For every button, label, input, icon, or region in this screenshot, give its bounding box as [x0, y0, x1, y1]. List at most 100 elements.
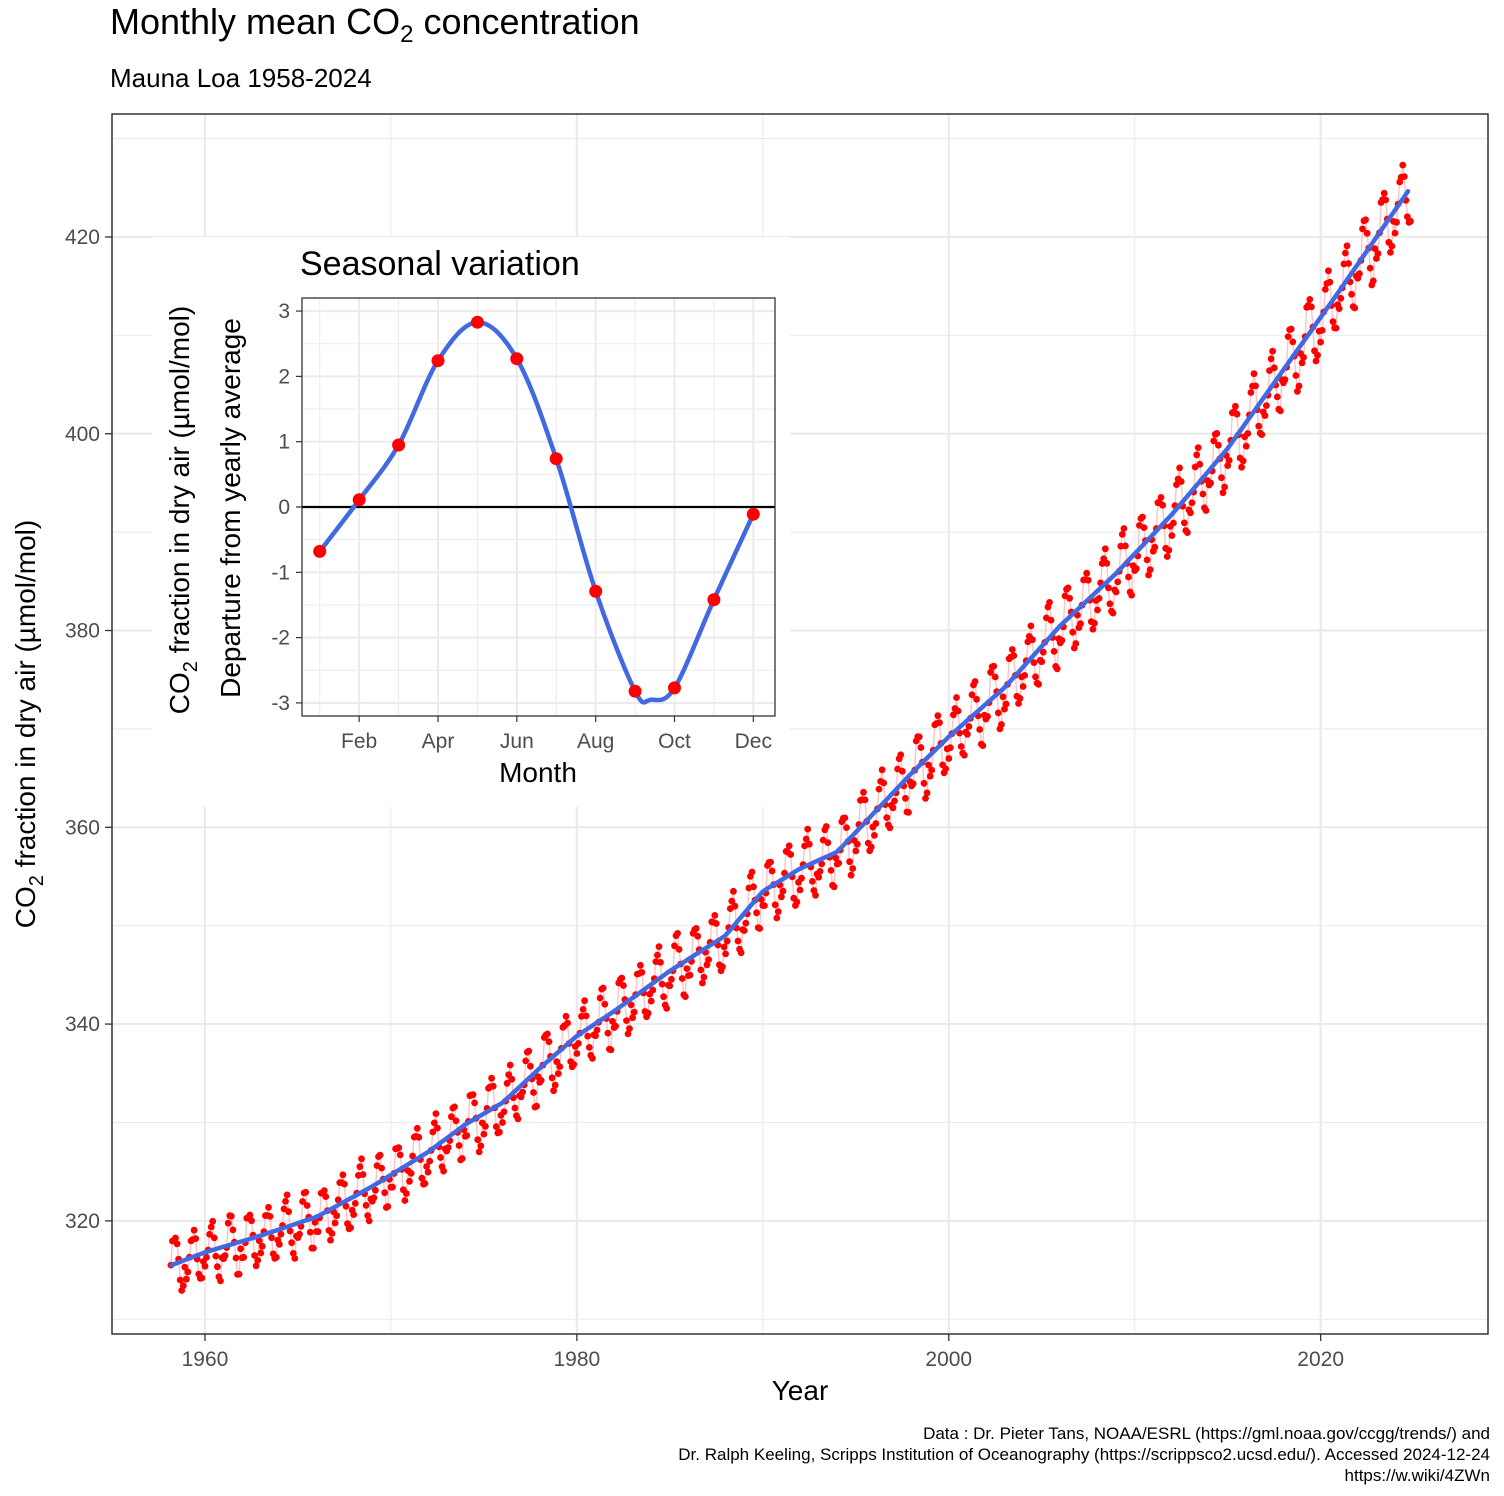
monthly-mean-point	[237, 1245, 245, 1253]
monthly-mean-point	[407, 1169, 415, 1177]
monthly-mean-point	[675, 946, 683, 953]
monthly-mean-point	[1399, 161, 1407, 169]
monthly-mean-point	[1146, 566, 1154, 574]
monthly-mean-point	[1165, 546, 1173, 554]
monthly-mean-point	[861, 796, 869, 804]
monthly-mean-point	[1032, 673, 1039, 681]
monthly-mean-point	[477, 1142, 485, 1150]
monthly-mean-point	[1187, 509, 1194, 517]
monthly-mean-point	[1077, 620, 1084, 628]
monthly-mean-point	[413, 1124, 421, 1132]
monthly-mean-point	[1325, 267, 1332, 275]
monthly-mean-point	[976, 726, 984, 733]
seasonal-point	[313, 544, 327, 558]
monthly-mean-point	[999, 693, 1007, 701]
monthly-mean-point	[1109, 609, 1117, 617]
monthly-mean-point	[1170, 519, 1177, 527]
monthly-mean-point	[172, 1234, 179, 1242]
monthly-mean-point	[432, 1110, 440, 1117]
monthly-mean-point	[609, 1017, 616, 1025]
monthly-mean-point	[283, 1191, 291, 1199]
monthly-mean-point	[638, 969, 646, 976]
monthly-mean-point	[1287, 325, 1295, 333]
monthly-mean-point	[1083, 569, 1091, 577]
monthly-mean-point	[372, 1186, 379, 1194]
monthly-mean-point	[1295, 382, 1303, 390]
monthly-mean-point	[206, 1230, 214, 1238]
monthly-mean-point	[1180, 519, 1188, 527]
monthly-mean-point	[1176, 464, 1183, 472]
monthly-mean-point	[1252, 382, 1259, 390]
monthly-mean-point	[235, 1270, 243, 1278]
monthly-mean-point	[1196, 460, 1204, 468]
monthly-mean-point	[224, 1219, 232, 1227]
monthly-mean-point	[1289, 338, 1297, 346]
monthly-mean-point	[192, 1235, 200, 1242]
monthly-mean-point	[805, 840, 813, 848]
monthly-mean-point	[176, 1276, 184, 1284]
monthly-mean-point	[871, 832, 878, 839]
monthly-mean-point	[440, 1167, 447, 1175]
monthly-mean-point	[1091, 619, 1098, 627]
monthly-mean-point	[511, 1104, 519, 1112]
monthly-mean-point	[327, 1236, 334, 1244]
inset-x-tick-label: Dec	[735, 730, 772, 753]
monthly-mean-point	[660, 993, 667, 1001]
monthly-mean-point	[1168, 532, 1176, 539]
monthly-mean-point	[945, 755, 953, 762]
inset-x-tick-label: Aug	[577, 730, 614, 753]
monthly-mean-point	[365, 1217, 373, 1225]
monthly-mean-point	[1267, 355, 1275, 363]
monthly-mean-point	[723, 937, 731, 945]
monthly-mean-point	[1002, 700, 1010, 708]
monthly-mean-point	[551, 1081, 559, 1089]
monthly-mean-point	[934, 712, 942, 720]
monthly-mean-point	[644, 1009, 652, 1017]
seasonal-point	[352, 493, 366, 507]
monthly-mean-point	[1218, 474, 1225, 482]
monthly-mean-point	[296, 1230, 303, 1238]
monthly-mean-point	[699, 979, 706, 987]
monthly-mean-point	[503, 1079, 511, 1087]
monthly-mean-point	[629, 1014, 636, 1022]
monthly-mean-point	[452, 1117, 460, 1125]
monthly-mean-point	[423, 1163, 430, 1170]
monthly-mean-point	[291, 1255, 299, 1262]
monthly-mean-point	[480, 1130, 488, 1138]
seasonal-inset: Seasonal variation Feb Apr Jun Aug Oct Dec -3…	[152, 237, 790, 807]
monthly-mean-point	[1016, 694, 1024, 702]
y-tick-label: 360	[65, 816, 100, 839]
monthly-mean-point	[258, 1242, 266, 1250]
monthly-mean-point	[815, 873, 822, 881]
seasonal-point	[628, 684, 642, 698]
monthly-mean-point	[1224, 462, 1232, 469]
monthly-mean-point	[722, 950, 729, 958]
monthly-mean-point	[1084, 576, 1092, 584]
monthly-mean-point	[489, 1082, 497, 1090]
main-x-axis: 1960 1980 2000 2020	[182, 1334, 1344, 1371]
monthly-mean-point	[889, 804, 897, 812]
monthly-mean-point	[915, 733, 923, 741]
monthly-mean-point	[198, 1274, 206, 1282]
monthly-mean-point	[1030, 659, 1038, 666]
monthly-mean-point	[1094, 606, 1101, 614]
inset-x-tick-label: Jun	[500, 730, 534, 753]
chart-subtitle: Mauna Loa 1958-2024	[110, 63, 372, 93]
monthly-mean-point	[1157, 494, 1165, 501]
caption-line-3: https://w.wiki/4ZWn	[1345, 1466, 1490, 1485]
monthly-mean-point	[268, 1234, 275, 1242]
monthly-mean-point	[655, 943, 663, 950]
y-axis-label: CO2 fraction in dry air (µmol/mol)	[10, 520, 48, 928]
monthly-mean-point	[965, 723, 973, 730]
monthly-mean-point	[649, 986, 657, 994]
monthly-mean-point	[880, 779, 888, 787]
monthly-mean-point	[471, 1099, 478, 1107]
monthly-mean-point	[179, 1282, 187, 1290]
monthly-mean-point	[1242, 442, 1250, 450]
monthly-mean-point	[384, 1203, 392, 1210]
monthly-mean-point	[920, 779, 928, 787]
monthly-mean-point	[779, 887, 787, 895]
monthly-mean-point	[768, 867, 776, 875]
monthly-mean-point	[584, 1032, 592, 1040]
